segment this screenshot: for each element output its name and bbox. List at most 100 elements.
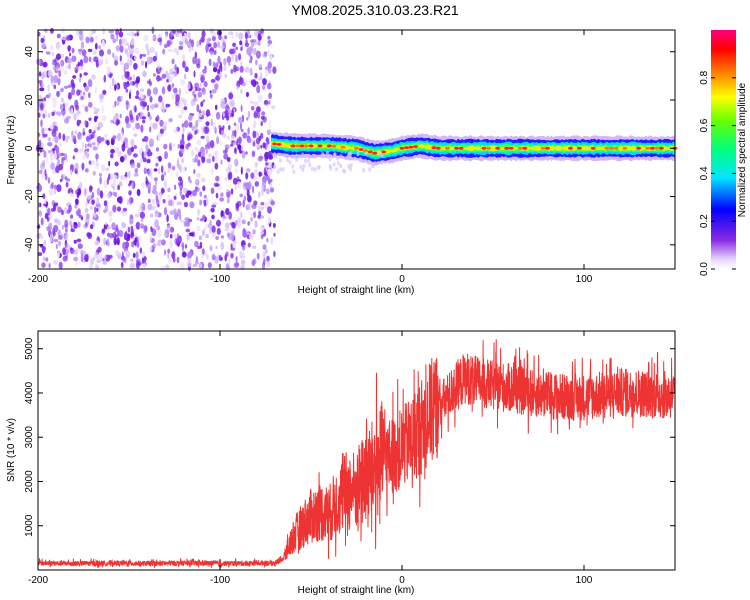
noise-blob bbox=[48, 263, 51, 269]
noise-blob bbox=[70, 169, 73, 176]
noise-blob bbox=[103, 200, 108, 207]
noise-blob bbox=[210, 187, 215, 194]
noise-blob bbox=[101, 228, 106, 234]
noise-blob bbox=[158, 193, 162, 202]
noise-blob bbox=[52, 99, 57, 108]
noise-blob bbox=[266, 238, 269, 243]
noise-blob bbox=[40, 119, 43, 128]
noise-blob bbox=[214, 150, 219, 156]
noise-blob bbox=[203, 81, 208, 88]
noise-blob bbox=[50, 162, 55, 170]
noise-blob bbox=[112, 52, 115, 58]
spectrogram-x-tick-label: -100 bbox=[210, 274, 230, 285]
noise-blob bbox=[186, 260, 192, 268]
noise-blob bbox=[65, 181, 69, 188]
noise-blob bbox=[142, 263, 147, 268]
noise-blob bbox=[55, 165, 60, 173]
noise-blob bbox=[106, 66, 111, 75]
noise-blob bbox=[179, 182, 184, 191]
noise-blob bbox=[215, 175, 220, 182]
noise-blob bbox=[211, 36, 216, 42]
noise-blob bbox=[152, 122, 158, 130]
noise-blob bbox=[231, 34, 234, 39]
noise-blob bbox=[260, 189, 264, 196]
noise-blob bbox=[38, 112, 41, 118]
noise-blob bbox=[72, 75, 77, 79]
noise-blob bbox=[121, 37, 126, 45]
noise-blob bbox=[88, 144, 93, 148]
noise-blob bbox=[247, 127, 250, 135]
signal-peak bbox=[454, 146, 459, 150]
noise-blob bbox=[194, 146, 198, 151]
signal-smear bbox=[379, 160, 383, 165]
noise-blob bbox=[89, 224, 94, 230]
noise-blob bbox=[49, 234, 52, 243]
noise-blob bbox=[138, 203, 144, 207]
noise-blob bbox=[240, 88, 243, 94]
noise-blob bbox=[181, 36, 186, 40]
noise-blob bbox=[261, 111, 266, 116]
noise-blob bbox=[53, 84, 57, 90]
noise-blob bbox=[139, 100, 145, 107]
noise-blob bbox=[195, 256, 198, 262]
noise-blob bbox=[128, 183, 131, 187]
noise-blob bbox=[176, 256, 180, 264]
signal-peak bbox=[504, 146, 510, 150]
noise-blob bbox=[77, 61, 81, 67]
noise-blob bbox=[271, 105, 276, 110]
spectrogram-noise-region bbox=[35, 26, 277, 272]
noise-blob bbox=[112, 174, 118, 180]
noise-blob bbox=[240, 259, 246, 266]
noise-blob bbox=[55, 243, 58, 250]
noise-blob bbox=[162, 199, 166, 204]
noise-blob bbox=[224, 227, 230, 232]
noise-blob bbox=[111, 78, 115, 86]
noise-blob bbox=[75, 210, 80, 216]
noise-blob bbox=[56, 219, 62, 226]
noise-blob bbox=[192, 56, 196, 65]
signal-smear bbox=[316, 165, 320, 170]
noise-blob bbox=[54, 189, 56, 195]
noise-blob bbox=[223, 153, 229, 160]
noise-blob bbox=[56, 33, 61, 39]
noise-blob bbox=[153, 73, 156, 77]
noise-blob bbox=[109, 83, 112, 92]
noise-blob bbox=[224, 254, 227, 262]
noise-blob bbox=[100, 137, 105, 142]
noise-blob bbox=[268, 178, 271, 185]
signal-peak bbox=[636, 146, 641, 150]
noise-blob bbox=[224, 216, 229, 220]
noise-blob bbox=[172, 73, 176, 78]
noise-blob bbox=[253, 110, 259, 118]
noise-blob bbox=[49, 151, 53, 158]
signal-smear bbox=[299, 164, 303, 170]
noise-blob bbox=[258, 76, 263, 81]
noise-blob bbox=[120, 175, 123, 181]
noise-blob bbox=[148, 185, 152, 191]
signal-smear bbox=[347, 164, 351, 169]
noise-blob bbox=[132, 126, 136, 131]
noise-blob bbox=[139, 53, 142, 60]
noise-blob bbox=[231, 135, 235, 140]
signal-peak bbox=[317, 144, 323, 148]
noise-blob bbox=[237, 116, 243, 124]
noise-blob bbox=[183, 120, 189, 128]
noise-blob bbox=[239, 40, 243, 46]
noise-blob bbox=[197, 151, 202, 158]
noise-blob bbox=[202, 151, 205, 157]
noise-blob bbox=[62, 103, 65, 112]
noise-blob bbox=[145, 184, 149, 188]
noise-blob bbox=[103, 179, 108, 188]
noise-blob bbox=[214, 104, 218, 111]
noise-blob bbox=[135, 251, 139, 259]
noise-blob bbox=[56, 53, 62, 60]
noise-blob bbox=[85, 136, 91, 142]
noise-blob bbox=[268, 92, 272, 100]
noise-blob bbox=[95, 161, 99, 169]
noise-blob bbox=[69, 220, 72, 227]
noise-blob bbox=[42, 61, 48, 68]
noise-blob bbox=[146, 104, 150, 112]
noise-blob bbox=[88, 140, 92, 145]
noise-blob bbox=[265, 137, 269, 143]
noise-blob bbox=[74, 249, 78, 255]
